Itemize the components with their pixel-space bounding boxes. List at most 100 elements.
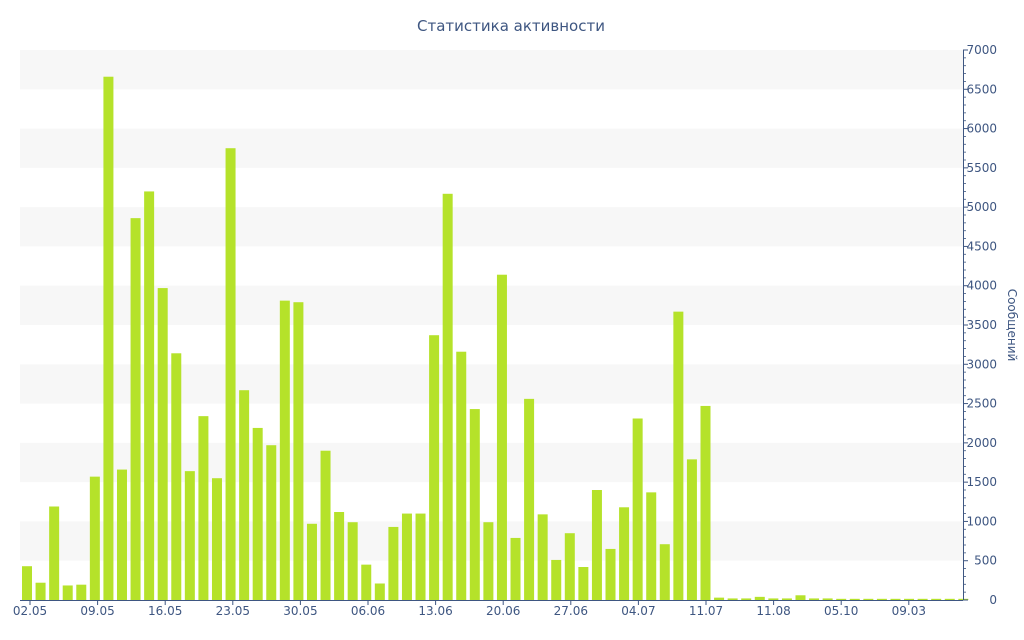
bar <box>876 598 887 600</box>
bar <box>130 218 141 600</box>
bar <box>795 595 806 600</box>
y-tick-label: 6000 <box>966 122 997 136</box>
bar <box>781 598 792 600</box>
chart-title: Статистика активности <box>417 17 605 35</box>
bar <box>184 471 195 600</box>
y-tick-label: 5000 <box>966 200 997 214</box>
bar <box>809 598 820 600</box>
bar <box>931 598 942 600</box>
bar <box>225 148 236 600</box>
bar <box>89 476 100 600</box>
x-tick-label: 11.07 <box>689 604 723 618</box>
bar <box>456 351 467 600</box>
bar <box>442 193 453 601</box>
bar <box>211 478 222 600</box>
bar <box>578 567 589 600</box>
y-tick-label: 1500 <box>966 475 997 489</box>
x-tick-label: 09.05 <box>80 604 114 618</box>
bar <box>279 300 290 600</box>
y-tick-label: 5500 <box>966 161 997 175</box>
bar <box>293 302 304 600</box>
bar <box>659 544 670 600</box>
bar <box>510 537 521 600</box>
bar <box>76 584 87 600</box>
bar <box>320 450 331 600</box>
x-tick-label: 27.06 <box>554 604 588 618</box>
bar <box>727 598 738 600</box>
bar <box>266 445 277 600</box>
grid-band <box>20 285 963 325</box>
bar <box>388 526 399 600</box>
y-tick-label: 3500 <box>966 318 997 332</box>
bar <box>496 274 507 600</box>
bar <box>605 548 616 600</box>
bar <box>768 598 779 600</box>
bar <box>116 469 127 600</box>
bar <box>673 311 684 600</box>
bar <box>347 522 358 600</box>
bar <box>306 523 317 600</box>
y-tick-label: 4500 <box>966 239 997 253</box>
y-tick-label: 3000 <box>966 357 997 371</box>
bar <box>836 598 847 600</box>
bar <box>171 353 182 600</box>
y-tick-label: 0 <box>989 593 997 607</box>
bar <box>361 564 372 600</box>
bar <box>754 596 765 600</box>
grid-band <box>20 207 963 247</box>
bar <box>429 335 440 600</box>
bar <box>564 533 575 600</box>
bar <box>62 585 73 600</box>
bar <box>686 459 697 600</box>
bar <box>469 409 480 600</box>
bar <box>239 390 250 600</box>
y-axis-title: Сообщений <box>1005 289 1019 362</box>
x-tick-label: 11.08 <box>756 604 790 618</box>
bar <box>551 559 562 600</box>
bar <box>524 398 535 600</box>
bar <box>890 598 901 600</box>
y-tick-label: 2500 <box>966 397 997 411</box>
bar <box>415 513 426 600</box>
bar <box>944 598 955 600</box>
bar <box>198 416 209 600</box>
y-tick-label: 4000 <box>966 279 997 293</box>
x-tick-label: 09.03 <box>892 604 926 618</box>
bar <box>144 191 155 600</box>
bar <box>103 76 114 600</box>
bar <box>863 598 874 600</box>
y-axis: 0 500 1000 1500 2000 2500 3000 3500 4000 4500 5000… <box>963 43 997 607</box>
bar <box>714 597 725 600</box>
x-tick-label: 02.05 <box>13 604 47 618</box>
grid-band <box>20 128 963 168</box>
bar <box>537 514 548 600</box>
bar <box>252 427 263 600</box>
bar <box>917 598 928 600</box>
x-axis: 02.05 09.05 16.05 23.05 30.05 06.06 13.06 20.06… <box>13 600 963 618</box>
x-tick-label: 06.06 <box>351 604 385 618</box>
bar <box>741 598 752 600</box>
bar <box>49 506 60 600</box>
bar <box>157 288 168 600</box>
bar <box>619 507 630 600</box>
bar <box>904 598 915 600</box>
x-tick-label: 20.06 <box>486 604 520 618</box>
bar <box>483 522 494 600</box>
x-tick-label: 23.05 <box>216 604 250 618</box>
x-tick-label: 16.05 <box>148 604 182 618</box>
y-tick-label: 500 <box>974 554 997 568</box>
y-tick-label: 1000 <box>966 514 997 528</box>
bar <box>591 490 602 600</box>
bar <box>35 582 46 600</box>
y-tick-label: 7000 <box>966 43 997 57</box>
y-tick-label: 2000 <box>966 436 997 450</box>
grid-bands <box>20 50 963 561</box>
bar <box>849 598 860 600</box>
x-tick-label: 30.05 <box>283 604 317 618</box>
bar <box>822 598 833 600</box>
bar <box>646 492 657 600</box>
bar <box>700 405 711 600</box>
y-tick-label: 6500 <box>966 82 997 96</box>
bar <box>334 512 345 600</box>
